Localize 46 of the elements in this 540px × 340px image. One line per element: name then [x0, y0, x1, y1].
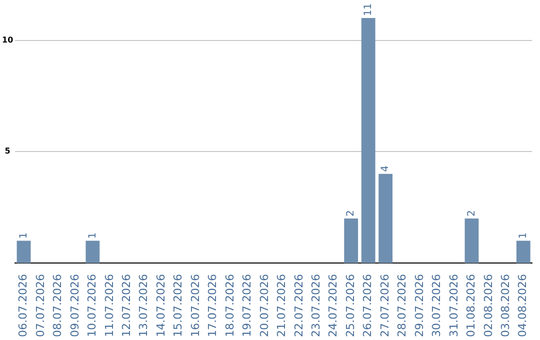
bar: [516, 240, 530, 264]
data-label: 1: [18, 232, 30, 239]
x-tick-label: 18.07.2026: [223, 274, 236, 338]
data-label: 2: [346, 210, 357, 216]
x-tick-label: 17.07.2026: [206, 274, 220, 338]
x-tick-label: 03.08.2026: [499, 274, 512, 338]
bar: [361, 18, 376, 264]
data-label: 2: [466, 210, 478, 216]
x-tick-label: 20.07.2026: [258, 274, 271, 338]
x-tick-label: 28.07.2026: [396, 274, 409, 338]
bar: [378, 174, 393, 264]
x-tick-label: 16.07.2026: [188, 274, 202, 338]
x-tick-label: 12.07.2026: [120, 274, 133, 338]
x-tick-label: 10.07.2026: [86, 274, 99, 338]
x-tick-label: 04.08.2026: [516, 274, 530, 338]
x-tick-label: 30.07.2026: [430, 274, 444, 338]
x-tick-label: 27.07.2026: [378, 274, 392, 338]
x-tick-label: 06.07.2026: [16, 274, 30, 338]
x-tick-label: 31.07.2026: [447, 274, 460, 338]
x-tick-label: 22.07.2026: [292, 274, 306, 338]
x-tick-label: 25.07.2026: [344, 274, 357, 338]
bar: [86, 240, 100, 264]
x-tick-label: 01.08.2026: [464, 274, 478, 338]
bar: [344, 218, 358, 264]
x-tick-label: 21.07.2026: [275, 274, 288, 338]
x-tick-label: 24.07.2026: [326, 274, 340, 338]
x-tick-label: 19.07.2026: [240, 274, 254, 338]
x-tick-label: 29.07.2026: [412, 274, 426, 338]
x-tick-label: 26.07.2026: [361, 274, 374, 338]
bar: [464, 218, 479, 264]
x-tick-label: 02.08.2026: [482, 274, 495, 338]
x-tick-label: 23.07.2026: [310, 274, 322, 338]
data-label: 11: [362, 3, 374, 16]
x-tick-label: 11.07.2026: [102, 274, 116, 338]
bar: [16, 240, 31, 264]
x-tick-label: 14.07.2026: [154, 274, 168, 338]
y-tick-label: 5: [4, 146, 11, 156]
data-label: 1: [87, 232, 98, 239]
x-tick-label: 09.07.2026: [68, 274, 82, 338]
x-tick-label: 08.07.2026: [51, 274, 64, 338]
x-tick-label: 13.07.2026: [137, 274, 150, 338]
y-tick-label: 10: [2, 35, 14, 44]
data-label: 1: [518, 232, 529, 239]
x-tick-label: 07.07.2026: [34, 274, 47, 338]
x-tick-label: 15.07.2026: [172, 274, 185, 338]
data-label: 4: [380, 166, 392, 172]
